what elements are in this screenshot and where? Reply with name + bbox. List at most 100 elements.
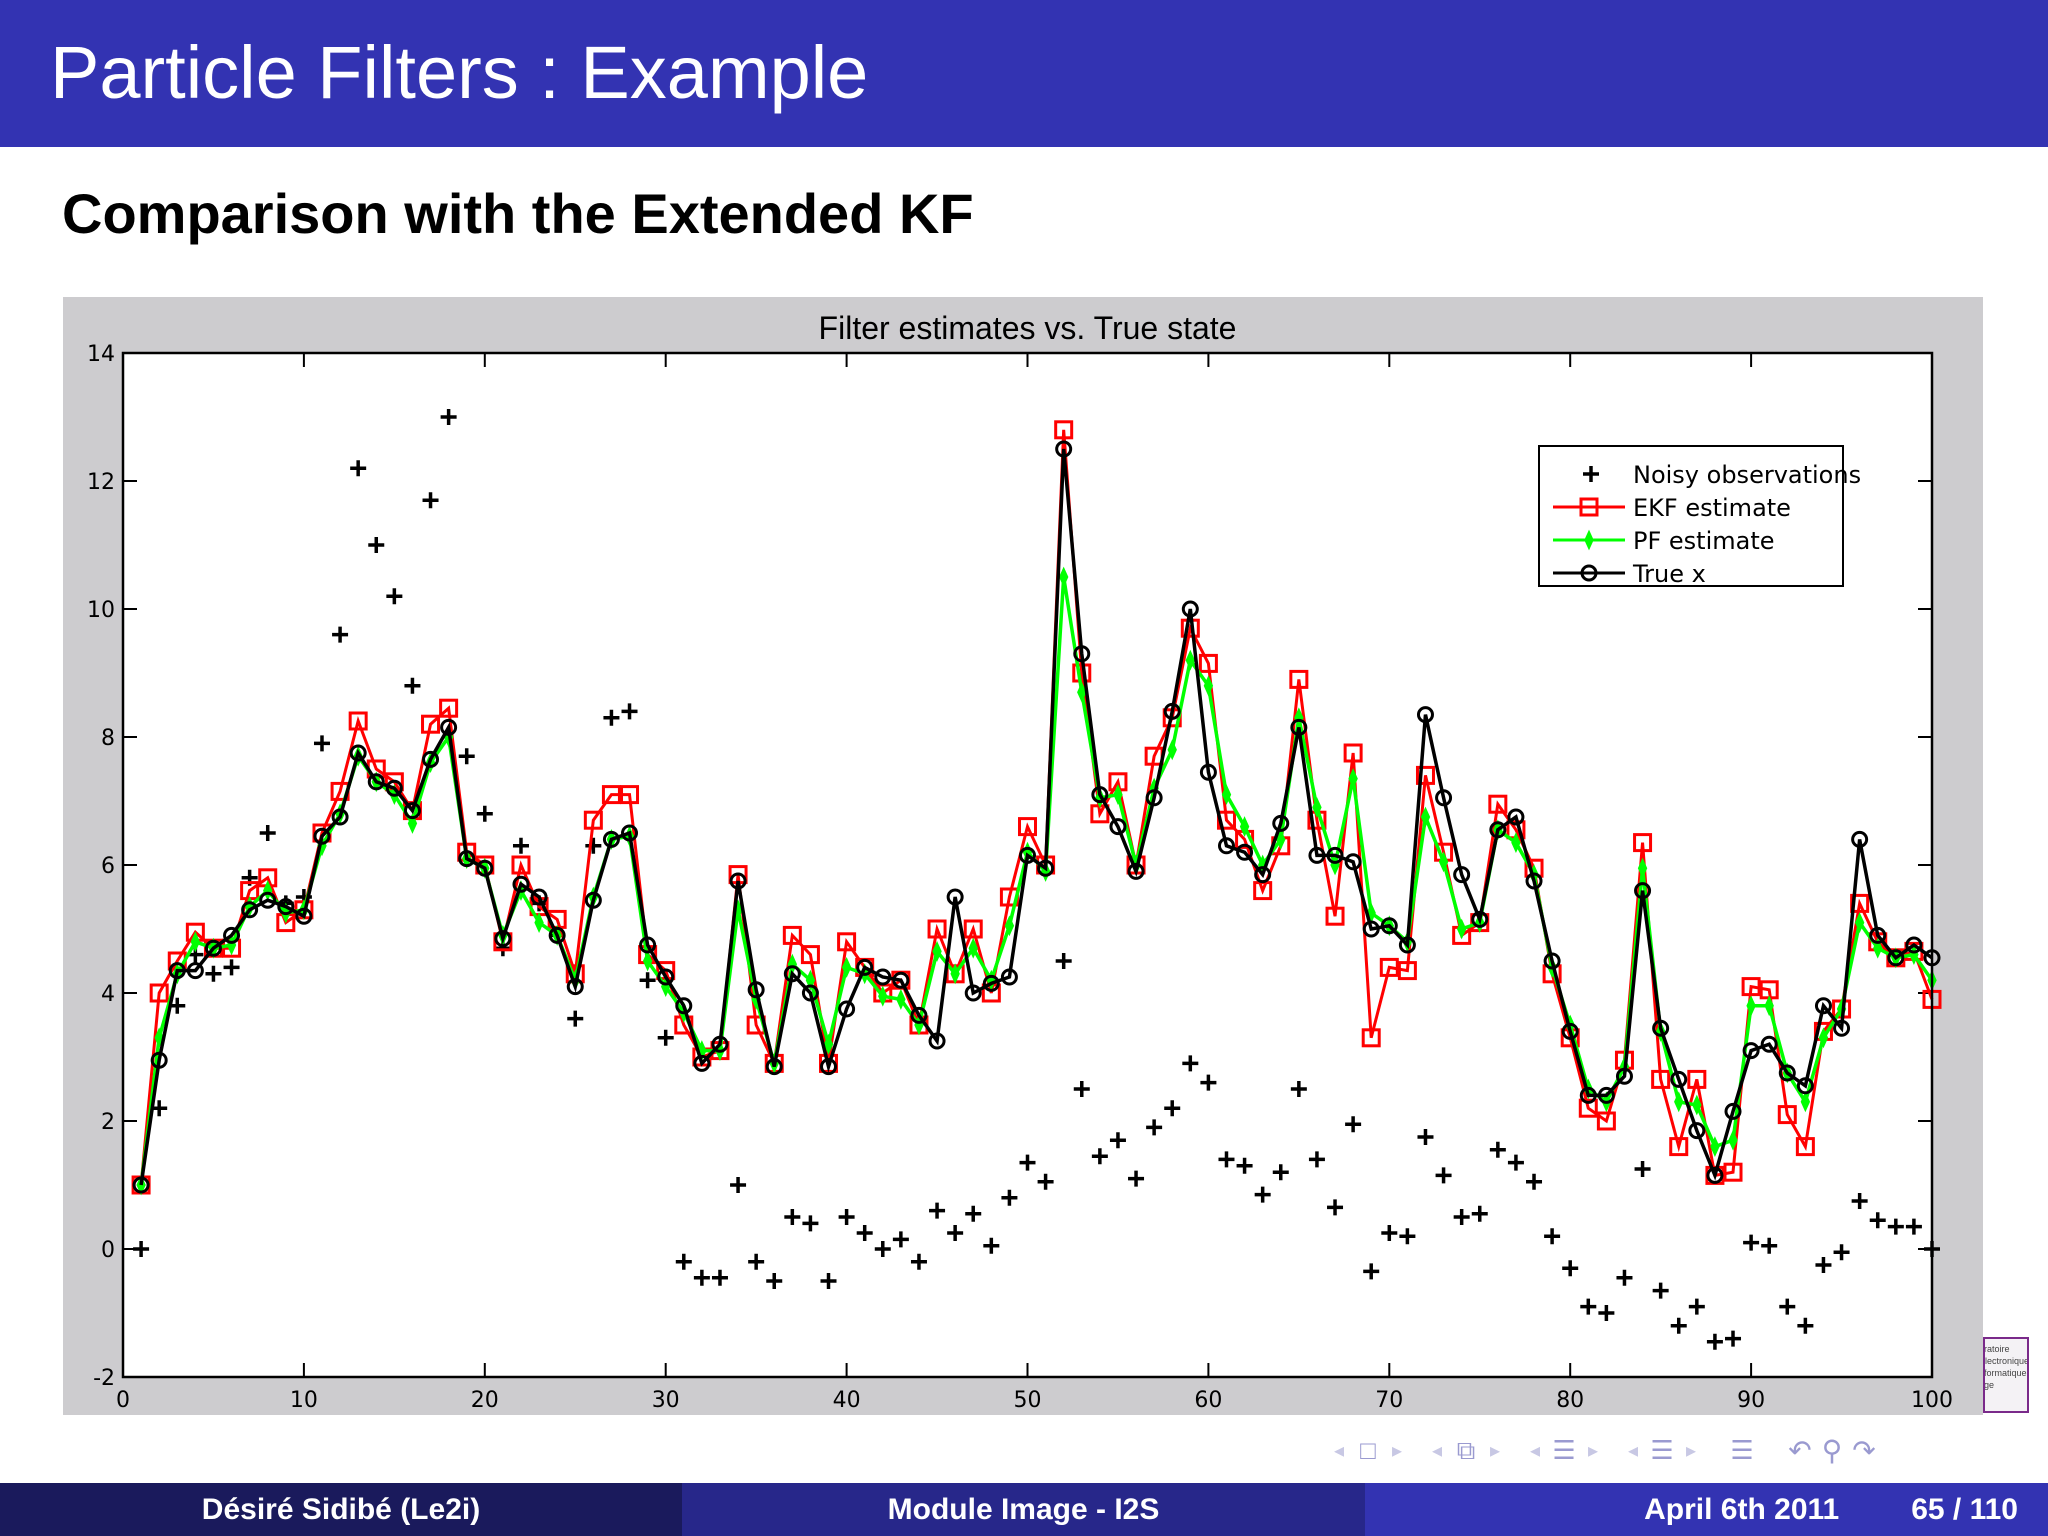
observation-marker — [1869, 1212, 1886, 1229]
observation-marker — [1580, 1298, 1597, 1315]
ekf-marker — [1669, 1137, 1689, 1157]
true-marker — [856, 958, 874, 976]
observation-marker — [892, 1231, 909, 1248]
next-subsection-arrow-icon[interactable]: ▸ — [1489, 1439, 1501, 1462]
observation-marker — [1236, 1157, 1253, 1174]
ekf-marker — [800, 945, 820, 965]
ekf-marker — [1343, 743, 1363, 763]
axes-box — [121, 351, 1934, 1379]
true-marker — [892, 971, 910, 989]
true-marker — [910, 1006, 928, 1024]
subsection-nav: ◂ ⧉ ▸ — [1428, 1437, 1504, 1463]
observation-marker — [1507, 1154, 1524, 1171]
ekf-marker — [1379, 957, 1399, 977]
true-marker — [1597, 1086, 1615, 1104]
forward-icon[interactable]: ↷ — [1852, 1434, 1876, 1466]
true-marker — [1507, 808, 1525, 826]
prev-frame-arrow-icon[interactable]: ◂ — [1333, 1439, 1345, 1462]
legend-label: EKF estimate — [1633, 494, 1791, 522]
ekf-marker — [1633, 833, 1653, 853]
logo-line: nformatique — [1983, 1368, 2027, 1378]
observation-marker — [1164, 1100, 1181, 1117]
observation-marker — [567, 1010, 584, 1027]
beamer-navigation: ◂ □ ▸ ◂ ⧉ ▸ ◂ ☰ ▸ ◂ ☰ ▸ ☰ ↶ ⚲ ↷ — [1330, 1432, 1902, 1468]
subsection-icon[interactable]: ⧉ — [1456, 1435, 1476, 1465]
x-tick-label: 40 — [833, 1388, 861, 1413]
observation-marker — [332, 626, 349, 643]
true-marker — [1724, 1102, 1742, 1120]
observation-marker — [1471, 1205, 1488, 1222]
prev-doc-arrow-icon[interactable]: ◂ — [1627, 1439, 1639, 1462]
true-marker — [241, 901, 259, 919]
true-marker — [440, 718, 458, 736]
true-marker — [602, 830, 620, 848]
true-marker — [168, 962, 186, 980]
lab-logo: oratoire Électronique nformatique age — [1983, 1337, 2029, 1413]
pf-marker — [1637, 857, 1648, 879]
observation-marker — [1489, 1141, 1506, 1158]
ekf-marker — [963, 919, 983, 939]
next-doc-arrow-icon[interactable]: ▸ — [1685, 1439, 1697, 1462]
document-icon[interactable]: ☰ — [1650, 1435, 1674, 1465]
observation-marker — [313, 735, 330, 752]
next-section-arrow-icon[interactable]: ▸ — [1587, 1439, 1599, 1462]
prev-section-arrow-icon[interactable]: ◂ — [1529, 1439, 1541, 1462]
observation-marker — [784, 1209, 801, 1225]
observation-marker — [1381, 1225, 1398, 1241]
true-marker — [530, 888, 548, 906]
observation-marker — [874, 1241, 891, 1257]
ekf-marker — [1488, 794, 1508, 814]
observation-marker — [1598, 1305, 1615, 1321]
ekf-marker — [421, 714, 441, 734]
true-marker — [711, 1035, 729, 1053]
ekf-marker — [1198, 653, 1218, 673]
ekf-marker — [601, 785, 621, 805]
true-marker — [675, 997, 693, 1015]
true-marker — [1796, 1077, 1814, 1095]
next-frame-arrow-icon[interactable]: ▸ — [1391, 1439, 1403, 1462]
pf-marker — [642, 950, 653, 972]
ekf-marker — [1741, 977, 1761, 997]
pf-marker — [1764, 995, 1774, 1017]
true-marker — [874, 968, 892, 986]
back-icon[interactable]: ↶ — [1788, 1434, 1812, 1466]
observation-marker — [386, 588, 403, 605]
observation-marker — [838, 1209, 855, 1225]
pf-marker — [1167, 739, 1177, 761]
true-marker — [1814, 997, 1832, 1015]
toc-icon[interactable]: ☰ — [1730, 1435, 1754, 1465]
observation-marker — [1200, 1074, 1217, 1091]
x-tick-label: 30 — [652, 1388, 680, 1413]
observation-marker — [1905, 1218, 1922, 1235]
observation-marker — [440, 409, 457, 425]
true-marker — [1742, 1042, 1760, 1060]
true-marker — [458, 850, 476, 868]
logo-line: age — [1984, 1380, 1995, 1390]
frame-icon[interactable]: □ — [1360, 1435, 1376, 1465]
pf-marker — [1239, 816, 1250, 838]
true-marker — [1109, 818, 1127, 836]
true-marker — [367, 773, 385, 791]
ekf-marker — [1325, 906, 1345, 926]
x-tick-label: 70 — [1375, 1388, 1403, 1413]
footer: Désiré Sidibé (Le2i) Module Image - I2S … — [0, 1483, 2048, 1536]
section-icon[interactable]: ☰ — [1552, 1435, 1576, 1465]
true-marker — [1344, 853, 1362, 871]
x-tick-label: 100 — [1911, 1388, 1953, 1413]
observation-marker — [1254, 1186, 1271, 1203]
ekf-marker — [1361, 1028, 1381, 1048]
matlab-figure: Filter estimates vs. True state 0 10 20 30 40… — [63, 297, 1983, 1415]
observation-marker — [1399, 1228, 1416, 1245]
true-marker — [1634, 882, 1652, 900]
search-nav: ↶ ⚲ ↷ — [1784, 1434, 1880, 1467]
pf-marker — [407, 812, 418, 834]
search-icon[interactable]: ⚲ — [1821, 1434, 1843, 1466]
observation-marker — [748, 1253, 765, 1270]
pf-marker — [896, 988, 906, 1010]
observation-marker — [1345, 1116, 1362, 1133]
prev-subsection-arrow-icon[interactable]: ◂ — [1431, 1439, 1443, 1462]
true-marker — [1398, 936, 1416, 954]
observation-marker — [1435, 1167, 1452, 1184]
observation-marker — [350, 460, 367, 477]
section-nav: ◂ ☰ ▸ — [1526, 1437, 1602, 1463]
